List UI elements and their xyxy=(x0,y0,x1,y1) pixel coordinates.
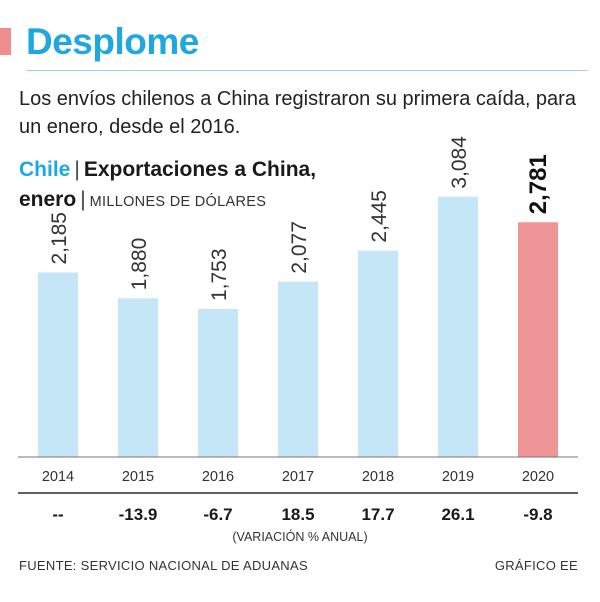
chart-heading: Chile | Exportaciones a China, enero | MILLO… xyxy=(19,155,316,217)
bar-2020 xyxy=(518,222,558,457)
value-label-2015: 1,880 xyxy=(128,238,151,291)
chart-units: MILLONES DE DÓLARES xyxy=(89,194,267,210)
page-subtitle: Los envíos chilenos a China registraron … xyxy=(19,88,576,138)
chart-country: Chile xyxy=(19,158,71,181)
value-label-2020: 2,781 xyxy=(525,154,552,214)
bar-2015 xyxy=(118,298,158,457)
variation-caption: (VARIACIÓN % ANUAL) xyxy=(232,530,368,544)
units-separator: | xyxy=(80,188,86,211)
x-tick-label-2020: 2020 xyxy=(522,469,554,485)
value-label-2018: 2,445 xyxy=(368,190,391,243)
value-label-2014: 2,185 xyxy=(48,212,71,265)
chart-title-line1: Exportaciones a China, xyxy=(83,158,317,181)
bar-2017 xyxy=(278,281,318,457)
title-divider xyxy=(26,70,588,71)
variation-label-2016: -6.7 xyxy=(203,505,232,524)
variation-label-2014: -- xyxy=(52,505,63,524)
variation-label-2017: 18.5 xyxy=(281,505,314,524)
x-tick-label-2018: 2018 xyxy=(362,469,394,485)
variation-label-2019: 26.1 xyxy=(441,505,474,524)
page-title: Desplome xyxy=(26,21,199,62)
source-note: FUENTE: SERVICIO NACIONAL DE ADUANAS xyxy=(19,558,308,573)
x-tick-label-2019: 2019 xyxy=(442,469,474,485)
chart-title-line2: enero xyxy=(19,188,77,211)
value-label-2017: 2,077 xyxy=(288,221,311,274)
x-tick-label-2016: 2016 xyxy=(202,469,234,485)
bar-2019 xyxy=(438,196,478,457)
heading-separator: | xyxy=(74,158,80,181)
value-label-2016: 1,753 xyxy=(208,248,231,301)
x-tick-label-2017: 2017 xyxy=(282,469,314,485)
variation-label-2018: 17.7 xyxy=(361,505,394,524)
graphic-credit: GRÁFICO EE xyxy=(494,558,578,573)
value-label-2019: 3,084 xyxy=(448,136,471,189)
bar-2014 xyxy=(38,272,78,457)
x-tick-label-2014: 2014 xyxy=(42,469,74,485)
variation-label-2020: -9.8 xyxy=(523,505,552,524)
x-tick-label-2015: 2015 xyxy=(122,469,154,485)
bar-2016 xyxy=(198,309,238,457)
variation-label-2015: -13.9 xyxy=(119,505,158,524)
bar-2018 xyxy=(358,250,398,457)
title-accent-bar xyxy=(0,28,11,55)
